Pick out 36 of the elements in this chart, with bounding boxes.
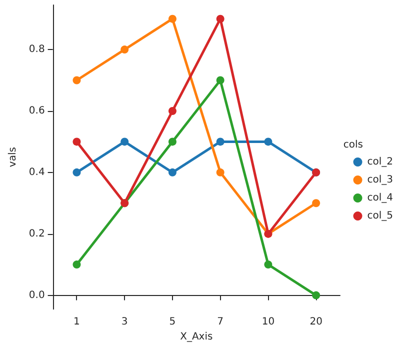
point bbox=[120, 46, 129, 54]
point bbox=[312, 291, 320, 300]
x-tick-label: 10 bbox=[262, 316, 275, 328]
x-tick-label: 7 bbox=[217, 316, 224, 328]
point bbox=[168, 14, 176, 23]
x-axis-title: X_Axis bbox=[180, 332, 213, 342]
x-tick-label: 20 bbox=[310, 316, 322, 328]
y-axis-title: vals bbox=[8, 147, 18, 168]
x-tick-label: 5 bbox=[169, 316, 176, 328]
point bbox=[72, 260, 81, 269]
y-tick-label: 0.6 bbox=[28, 105, 45, 116]
point bbox=[168, 168, 176, 176]
x-tick-label: 3 bbox=[121, 316, 128, 328]
point bbox=[216, 14, 224, 23]
point bbox=[168, 138, 176, 146]
point bbox=[168, 106, 176, 115]
point bbox=[120, 138, 129, 146]
y-tick-label: 0.8 bbox=[28, 44, 45, 56]
legend-label: col_3 bbox=[367, 174, 394, 186]
legend-title: cols bbox=[343, 140, 364, 150]
point bbox=[216, 138, 224, 146]
legend-label: col_4 bbox=[367, 192, 394, 204]
point bbox=[312, 199, 320, 208]
legend-label: col_2 bbox=[367, 156, 394, 168]
point bbox=[216, 76, 224, 84]
point bbox=[72, 138, 81, 146]
point bbox=[264, 260, 272, 269]
point bbox=[72, 168, 81, 176]
point bbox=[264, 138, 272, 146]
x-tick-label: 1 bbox=[74, 316, 80, 328]
y-tick-label: 0.2 bbox=[28, 228, 45, 240]
point bbox=[72, 76, 81, 84]
y-tick-label: 0.4 bbox=[28, 166, 45, 178]
point bbox=[216, 168, 224, 176]
y-tick-label: 0.0 bbox=[28, 290, 45, 301]
legend-label: col_5 bbox=[367, 210, 394, 222]
